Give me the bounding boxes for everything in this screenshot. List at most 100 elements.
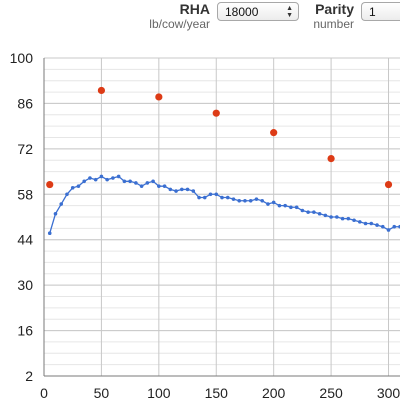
data-point <box>317 211 322 216</box>
x-tick-label: 150 <box>205 385 229 401</box>
data-point <box>300 208 305 213</box>
data-point <box>392 224 397 229</box>
data-point <box>47 231 52 236</box>
x-tick-label: 250 <box>319 385 343 401</box>
data-point <box>122 179 127 184</box>
up-down-chevron-icon: ▲ ▼ <box>286 5 293 19</box>
data-point <box>329 215 333 219</box>
data-point <box>380 224 385 229</box>
rha-select[interactable]: 18000 ▲ ▼ <box>217 2 299 21</box>
data-point <box>260 198 264 203</box>
highlight-point <box>327 154 335 163</box>
y-tick-label: 86 <box>17 95 33 111</box>
data-point <box>191 189 196 193</box>
y-tick-label: 58 <box>17 186 33 202</box>
data-point <box>111 176 115 180</box>
data-point <box>306 210 310 214</box>
data-point <box>59 202 64 206</box>
data-point <box>386 228 391 232</box>
data-point <box>271 200 276 205</box>
data-point <box>352 218 356 223</box>
x-tick-label: 300 <box>377 385 400 401</box>
parity-select-value: 1 <box>369 5 376 19</box>
parity-select[interactable]: 1 <box>361 2 400 21</box>
data-point <box>70 185 75 190</box>
y-tick-label: 2 <box>25 368 33 384</box>
data-point <box>294 205 299 210</box>
tick-labels: 2 16 30 44 58 72 86 100 0 50 100 150 200 250 300 <box>10 50 400 401</box>
x-tick-label: 0 <box>40 385 48 401</box>
parity-unit-label: number <box>313 17 354 31</box>
data-point <box>237 198 242 203</box>
rha-label: RHA <box>179 1 210 17</box>
data-point <box>335 215 339 219</box>
data-point <box>358 220 362 224</box>
rha-label-group: RHA lb/cow/year <box>110 1 210 32</box>
data-point <box>151 179 155 184</box>
data-point <box>197 195 201 200</box>
data-point <box>180 187 184 192</box>
data-point <box>134 181 138 185</box>
data-point <box>248 198 253 203</box>
rha-unit-label: lb/cow/year <box>149 17 210 31</box>
data-point <box>225 195 230 200</box>
series-line <box>49 175 400 234</box>
highlight-point <box>212 109 220 117</box>
data-point <box>168 187 173 192</box>
data-point <box>375 223 379 227</box>
highlight-point <box>46 180 54 189</box>
data-point <box>283 203 287 208</box>
data-point <box>128 179 132 184</box>
data-series <box>46 86 400 236</box>
data-point <box>323 213 328 218</box>
data-point <box>65 192 69 197</box>
data-point <box>243 198 247 203</box>
highlight-point <box>155 93 163 101</box>
data-point <box>208 192 213 197</box>
highlight-point <box>270 129 278 137</box>
rha-select-value: 18000 <box>225 5 259 19</box>
data-point <box>105 177 109 182</box>
data-point <box>99 174 104 179</box>
parity-label-group: Parity number <box>295 1 354 32</box>
highlight-point <box>384 180 393 189</box>
data-point <box>88 176 92 180</box>
data-point <box>116 174 121 179</box>
data-point <box>231 197 236 201</box>
parity-label: Parity <box>315 1 354 17</box>
data-point <box>162 184 167 188</box>
data-point <box>202 195 207 200</box>
x-tick-label: 100 <box>147 385 171 401</box>
data-point <box>93 177 98 182</box>
data-point <box>277 203 282 208</box>
data-point <box>254 197 259 201</box>
data-point <box>185 187 190 192</box>
data-point <box>157 184 161 188</box>
data-point <box>369 221 374 226</box>
grid-lines <box>44 57 400 377</box>
y-tick-label: 44 <box>17 232 33 248</box>
y-tick-label: 72 <box>17 141 33 157</box>
data-point <box>220 195 224 200</box>
data-point <box>139 184 144 188</box>
y-tick-label: 16 <box>17 323 33 339</box>
x-tick-label: 50 <box>94 385 110 401</box>
data-point <box>174 189 178 193</box>
data-point <box>289 205 293 210</box>
data-point <box>266 202 270 206</box>
highlight-point <box>97 86 106 95</box>
data-point <box>214 192 219 197</box>
axes <box>43 58 400 377</box>
data-point <box>76 184 81 188</box>
data-point <box>82 179 86 184</box>
y-tick-label: 100 <box>10 50 34 66</box>
data-point <box>53 211 58 216</box>
data-point <box>340 216 345 221</box>
data-point <box>312 210 316 214</box>
y-tick-label: 30 <box>17 277 33 293</box>
data-point <box>363 221 368 226</box>
data-point <box>145 181 150 185</box>
x-tick-label: 200 <box>262 385 286 401</box>
data-point <box>346 216 351 221</box>
